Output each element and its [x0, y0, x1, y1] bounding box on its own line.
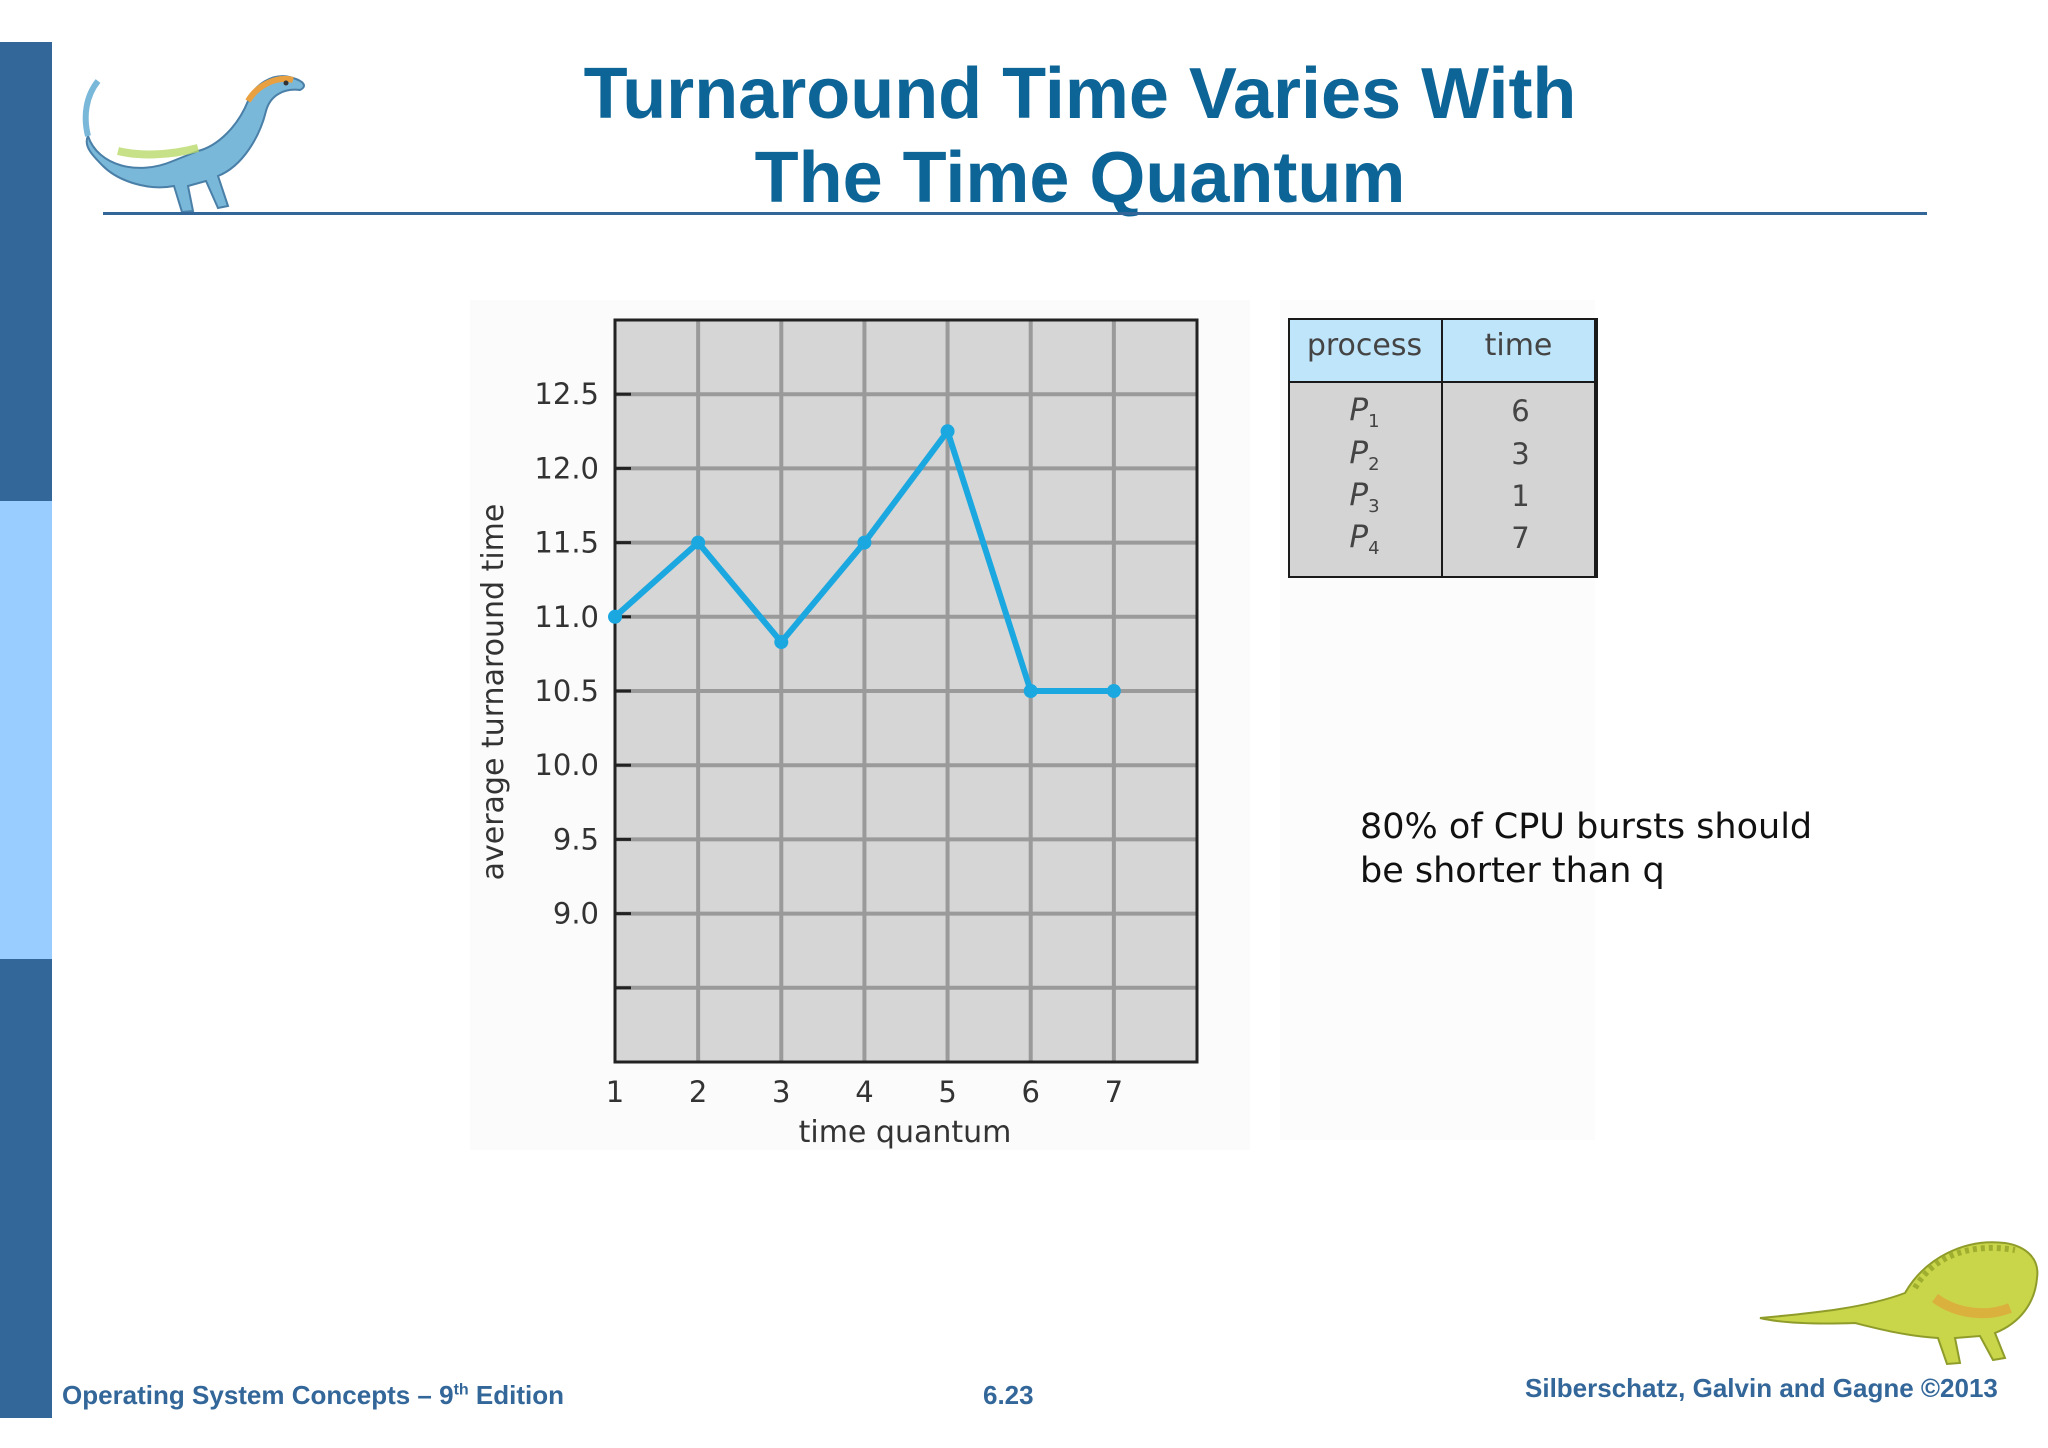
data-point — [1023, 684, 1038, 698]
x-tick-label: 3 — [772, 1075, 790, 1109]
data-point — [940, 424, 955, 439]
table-border — [1288, 318, 1598, 578]
sidebar-band-middle — [0, 501, 52, 959]
title-underline — [103, 212, 1927, 215]
x-tick-label: 6 — [1021, 1075, 1039, 1109]
process-subscript: 2 — [1368, 454, 1380, 476]
process-subscript: 1 — [1368, 411, 1380, 433]
process-time-p1: 6 — [1511, 394, 1530, 428]
y-tick-label: 9.0 — [553, 897, 599, 931]
y-tick-label: 11.0 — [534, 600, 599, 634]
slide-title: Turnaround Time Varies With The Time Qua… — [540, 52, 1620, 220]
process-subscript: 4 — [1368, 538, 1380, 560]
footer-slide-number: 6.23 — [983, 1380, 1034, 1410]
process-table: process time P1 P2 P3 P4 6 3 1 7 — [1288, 318, 1598, 578]
slide-title-line1: Turnaround Time Varies With — [583, 54, 1577, 134]
process-letter: P — [1349, 477, 1369, 513]
y-tick-label: 12.5 — [534, 377, 599, 411]
process-letter: P — [1349, 435, 1369, 471]
footer-authors: Silberschatz, Galvin and Gagne ©2013 — [1525, 1373, 1998, 1403]
table-column-divider — [1441, 318, 1443, 578]
x-axis-title: time quantum — [799, 1115, 1012, 1150]
x-tick-label: 5 — [938, 1075, 956, 1109]
header-cell-process — [1288, 318, 1441, 382]
dinosaur-logo-top — [82, 75, 305, 214]
footer-edition-word: Edition — [468, 1380, 564, 1410]
x-tick-label: 1 — [606, 1075, 624, 1109]
table-header-time: time — [1484, 328, 1553, 363]
process-subscript: 3 — [1368, 496, 1380, 518]
cpu-burst-note: 80% of CPU bursts should be shorter than… — [1360, 807, 1813, 891]
slide-title-line2: The Time Quantum — [754, 138, 1406, 218]
data-point — [857, 535, 872, 550]
x-tick-label: 7 — [1105, 1075, 1123, 1109]
footer-edition-suffix: th — [453, 1381, 469, 1399]
dinosaur-logo-bottom — [1759, 1241, 2039, 1366]
x-tick-label: 4 — [855, 1075, 873, 1109]
process-time-p3: 1 — [1511, 479, 1530, 513]
process-name-p2: P2 — [1288, 435, 1441, 475]
sidebar-band-bottom — [0, 959, 52, 1418]
process-name-p1: P1 — [1288, 392, 1441, 432]
x-tick-label: 2 — [689, 1075, 707, 1109]
header-cell-time — [1443, 318, 1594, 382]
process-name-p4: P4 — [1288, 519, 1441, 559]
y-tick-label: 9.5 — [553, 822, 599, 856]
data-point — [691, 535, 706, 550]
table-header-process: process — [1306, 328, 1423, 363]
x-tick-labels: 1 2 3 4 5 6 7 — [606, 1075, 1123, 1109]
y-axis-title: average turnaround time — [476, 504, 511, 881]
data-point — [608, 609, 622, 624]
y-tick-labels: 9.0 9.5 10.0 10.5 11.0 11.5 12.0 12.5 — [534, 377, 599, 930]
sidebar-band-top — [0, 42, 52, 501]
footer-book-title-text: Operating System Concepts – 9 — [62, 1380, 454, 1410]
y-tick-label: 12.0 — [534, 451, 599, 485]
footer-book-title: Operating System Concepts – 9th Edition — [62, 1380, 564, 1411]
process-time-p4: 7 — [1511, 521, 1530, 555]
y-tick-label: 10.5 — [534, 674, 599, 708]
y-tick-label: 10.0 — [534, 748, 599, 782]
process-letter: P — [1349, 519, 1369, 555]
data-point — [1106, 684, 1121, 698]
data-point — [774, 635, 789, 650]
y-tick-label: 11.5 — [534, 526, 599, 560]
process-letter: P — [1349, 392, 1369, 428]
series-layer — [608, 424, 1121, 698]
process-time-p2: 3 — [1511, 437, 1530, 471]
process-name-p3: P3 — [1288, 477, 1441, 517]
table-header-divider — [1288, 381, 1598, 383]
